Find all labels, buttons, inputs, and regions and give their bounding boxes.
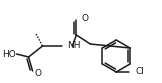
Text: O: O [81,14,88,22]
Text: O: O [34,68,41,78]
Text: Cl: Cl [135,67,144,77]
Text: NH: NH [67,41,81,49]
Text: HO: HO [2,49,16,59]
